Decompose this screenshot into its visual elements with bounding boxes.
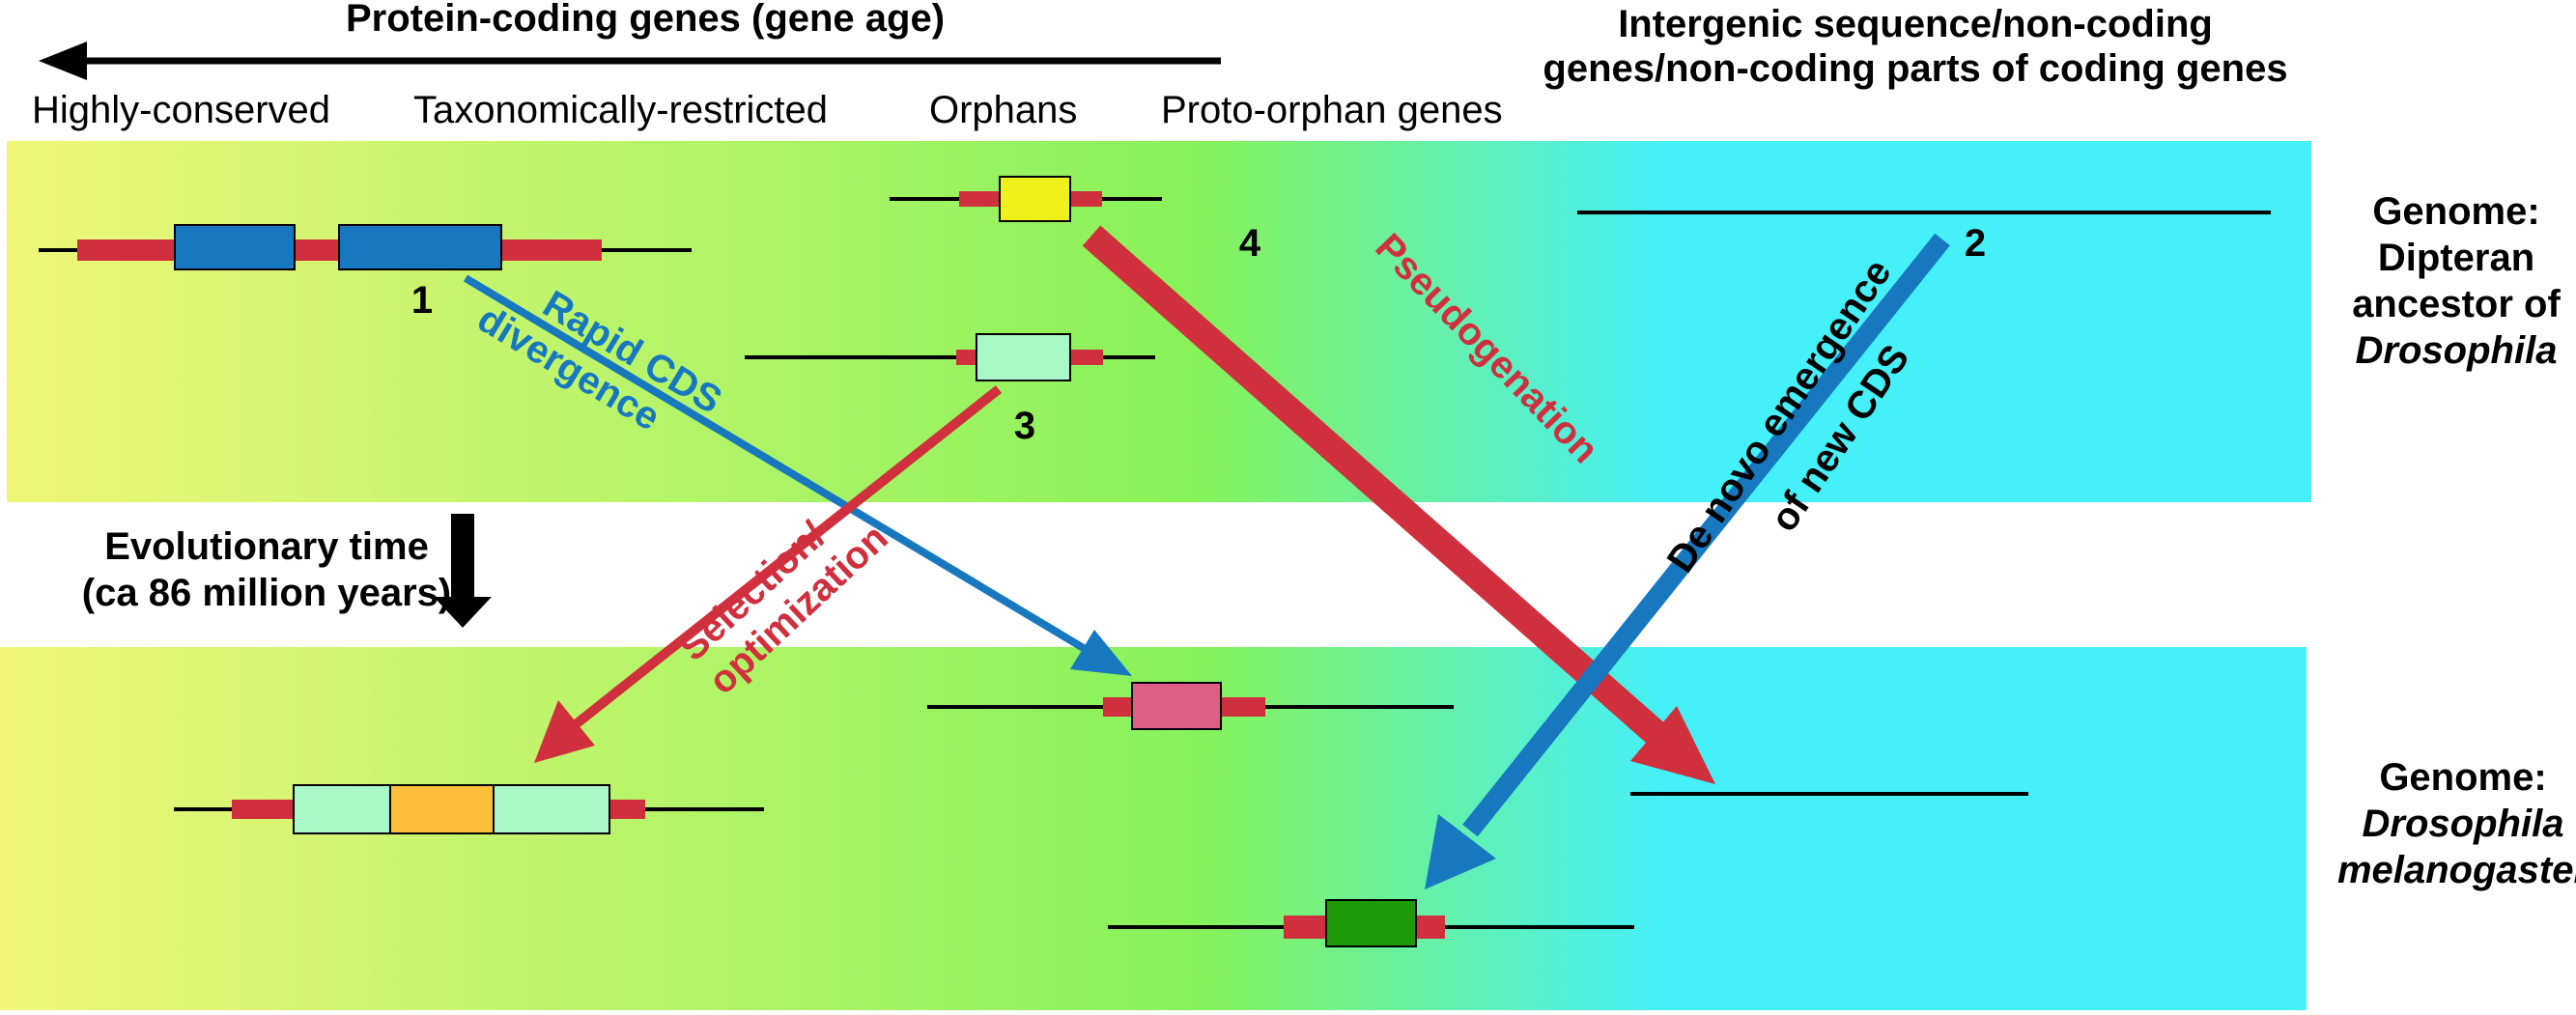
genome-ancestor-label: Genome: Dipteran ancestor of Drosophila (2352, 190, 2561, 372)
rapid-divergence-arrow (463, 274, 1132, 676)
genome-modern-label: Genome: Drosophila melanogaster (2337, 756, 2576, 891)
cds-blue-exon-2 (338, 224, 502, 270)
svg-text:melanogaster: melanogaster (2337, 849, 2576, 891)
svg-text:Genome:: Genome: (2379, 756, 2546, 799)
evolutionary-time-label-line2: (ca 86 million years) (82, 572, 451, 614)
cds-orange (389, 784, 495, 834)
cds-mint-left (293, 784, 391, 834)
number-2: 2 (1965, 222, 1986, 265)
intergenic-header-line1: Intergenic sequence/non-coding (1618, 3, 2213, 45)
cds-mint (976, 333, 1071, 381)
selection-arrow (534, 385, 1003, 763)
pseudogenation-arrow (1082, 225, 1715, 784)
ancestor-gene-conserved (39, 224, 692, 270)
cds-blue-exon-1 (174, 224, 296, 270)
ancestor-genome-band (7, 141, 2311, 502)
column-taxonomically-restricted: Taxonomically-restricted (413, 89, 828, 131)
ancestor-gene-proto-mint (745, 333, 1155, 381)
modern-gene-optimized (174, 784, 764, 834)
number-1: 1 (411, 279, 433, 322)
svg-text:Dipteran: Dipteran (2378, 237, 2534, 279)
intergenic-header-line2: genes/non-coding parts of coding genes (1543, 47, 2287, 90)
number-3: 3 (1014, 405, 1035, 447)
column-orphans: Orphans (929, 89, 1077, 131)
cds-yellow (999, 176, 1071, 222)
cds-green (1325, 899, 1417, 947)
svg-text:ancestor of: ancestor of (2352, 283, 2561, 325)
evolutionary-time-arrow (434, 514, 492, 628)
cds-pink (1131, 682, 1222, 730)
modern-gene-diverged (927, 682, 1454, 730)
svg-text:Drosophila: Drosophila (2363, 803, 2564, 845)
protein-coding-header: Protein-coding genes (gene age) (346, 0, 945, 40)
column-highly-conserved: Highly-conserved (32, 89, 330, 131)
ancestor-gene-orphan-yellow (890, 176, 1162, 222)
evolutionary-time-label-line1: Evolutionary time (104, 525, 429, 568)
gene-age-arrow (39, 42, 1221, 80)
cds-mint-right (493, 784, 610, 834)
column-proto-orphan: Proto-orphan genes (1161, 89, 1503, 131)
denovo-arrow (1425, 233, 1950, 889)
number-4: 4 (1239, 222, 1261, 265)
modern-gene-denovo (1108, 899, 1634, 947)
svg-text:Genome:: Genome: (2372, 190, 2539, 233)
svg-text:Drosophila: Drosophila (2356, 329, 2558, 372)
